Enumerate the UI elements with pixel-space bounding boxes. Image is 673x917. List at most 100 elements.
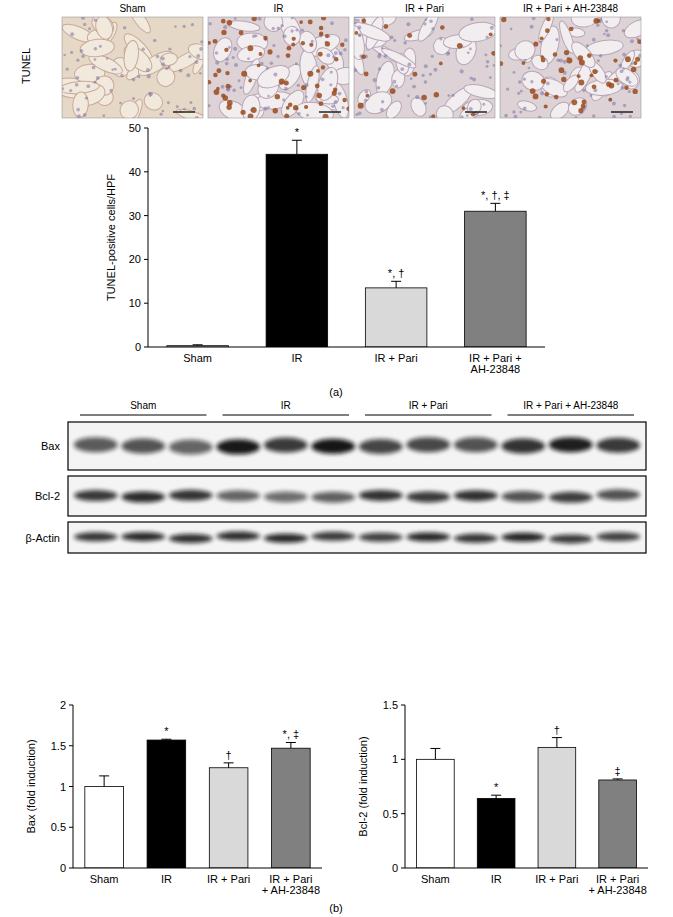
nucleus <box>297 84 300 87</box>
x-tick-label: IR + Pari+ AH-23848 <box>588 873 646 896</box>
tubule <box>186 41 203 63</box>
nucleus <box>102 114 105 117</box>
error-cap <box>490 203 500 204</box>
tunel-nucleus <box>216 87 220 91</box>
tunel-nucleus <box>457 43 463 49</box>
nucleus <box>519 111 522 114</box>
micrograph <box>208 17 349 118</box>
nucleus <box>199 72 202 75</box>
significance: * <box>295 126 300 138</box>
tunel-nucleus <box>317 93 322 98</box>
nucleus <box>606 33 610 37</box>
nucleus <box>257 17 261 21</box>
nucleus <box>191 23 194 26</box>
label-line: Sham <box>90 873 119 885</box>
nucleus <box>574 116 577 118</box>
tubule <box>355 87 373 106</box>
nucleus <box>628 81 631 84</box>
tubule <box>153 65 178 90</box>
nucleus <box>167 101 170 104</box>
y-tick-label: 30 <box>129 210 141 222</box>
blot-row-label: β-Actin <box>26 532 60 544</box>
nucleus <box>592 114 596 118</box>
bar <box>417 759 455 868</box>
nucleus <box>592 38 596 42</box>
nucleus <box>156 55 160 59</box>
tunel-nucleus <box>259 52 263 56</box>
band <box>121 491 165 502</box>
nucleus <box>221 85 225 89</box>
nucleus <box>412 85 416 89</box>
nucleus <box>392 80 396 84</box>
nucleus <box>486 60 489 63</box>
nucleus <box>282 98 285 101</box>
panel-frame <box>208 17 349 118</box>
tunel-nucleus <box>633 61 637 65</box>
bar <box>599 780 637 868</box>
panel-title: Sham <box>119 3 145 14</box>
tunel-nucleus <box>263 36 267 40</box>
tubule <box>79 37 115 58</box>
tunel-nucleus <box>208 41 211 45</box>
error-bar <box>613 779 623 780</box>
nucleus <box>295 62 298 65</box>
nucleus <box>510 28 513 31</box>
tunel-nucleus <box>609 98 613 102</box>
nucleus <box>357 26 361 30</box>
nucleus <box>506 88 509 91</box>
nucleus <box>120 74 123 77</box>
tunel-nucleus <box>309 43 313 47</box>
y-tick-label: 40 <box>129 166 141 178</box>
y-tick <box>69 868 73 869</box>
band <box>169 490 213 501</box>
x-tick-label: IR <box>491 873 502 885</box>
tunel-nucleus <box>544 104 548 108</box>
error-cap <box>552 737 562 738</box>
nucleus <box>264 106 268 110</box>
y-tick-label: 1.5 <box>383 699 398 711</box>
tubule <box>159 51 179 67</box>
tubule <box>585 38 624 58</box>
nucleus <box>161 57 165 61</box>
tunel-nucleus <box>346 106 349 111</box>
tunel-nucleus <box>581 103 586 108</box>
band <box>264 438 308 453</box>
y-axis <box>148 128 149 347</box>
tunel-nucleus <box>221 19 226 24</box>
nucleus <box>228 46 231 49</box>
tunel-nucleus <box>325 41 330 46</box>
nucleus <box>530 25 534 29</box>
tunel-nucleus <box>609 83 615 89</box>
scale-bar <box>611 111 633 113</box>
significance: *, ‡ <box>283 728 300 740</box>
nucleus <box>330 71 333 74</box>
tunel-nucleus <box>541 79 546 84</box>
tunel-nucleus <box>364 72 369 77</box>
nucleus <box>106 57 109 60</box>
error-stem <box>104 776 105 787</box>
group-label: IR + Pari <box>409 400 448 411</box>
nucleus <box>83 113 87 117</box>
nucleus <box>524 59 527 62</box>
significance: ‡ <box>615 765 621 777</box>
tunel-nucleus <box>533 41 538 46</box>
nucleus <box>70 32 74 36</box>
x-axis <box>148 347 545 348</box>
nucleus <box>76 76 80 80</box>
nucleus <box>373 78 377 82</box>
tunel-nucleus <box>301 41 305 45</box>
tunel-nucleus <box>637 39 641 44</box>
tunel-nucleus <box>545 92 549 96</box>
nucleus <box>380 108 384 112</box>
bar <box>85 787 124 869</box>
error-bar <box>286 742 296 748</box>
nucleus <box>199 47 203 51</box>
tubule <box>565 94 591 118</box>
nucleus <box>94 47 97 50</box>
y-tick-label: 1 <box>60 781 66 793</box>
nucleus <box>617 82 620 85</box>
tunel-nucleus <box>635 57 640 62</box>
nucleus <box>486 65 489 68</box>
error-cap <box>193 344 203 345</box>
tunel-nucleus <box>307 71 313 77</box>
